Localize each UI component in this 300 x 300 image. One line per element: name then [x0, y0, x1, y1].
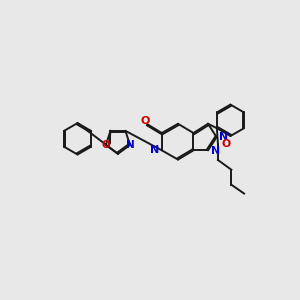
Text: N: N: [219, 132, 229, 142]
Text: O: O: [101, 140, 110, 150]
Text: N: N: [150, 145, 159, 155]
Text: N: N: [126, 140, 134, 150]
Text: O: O: [221, 139, 231, 149]
Text: N: N: [211, 146, 220, 157]
Text: O: O: [141, 116, 150, 127]
